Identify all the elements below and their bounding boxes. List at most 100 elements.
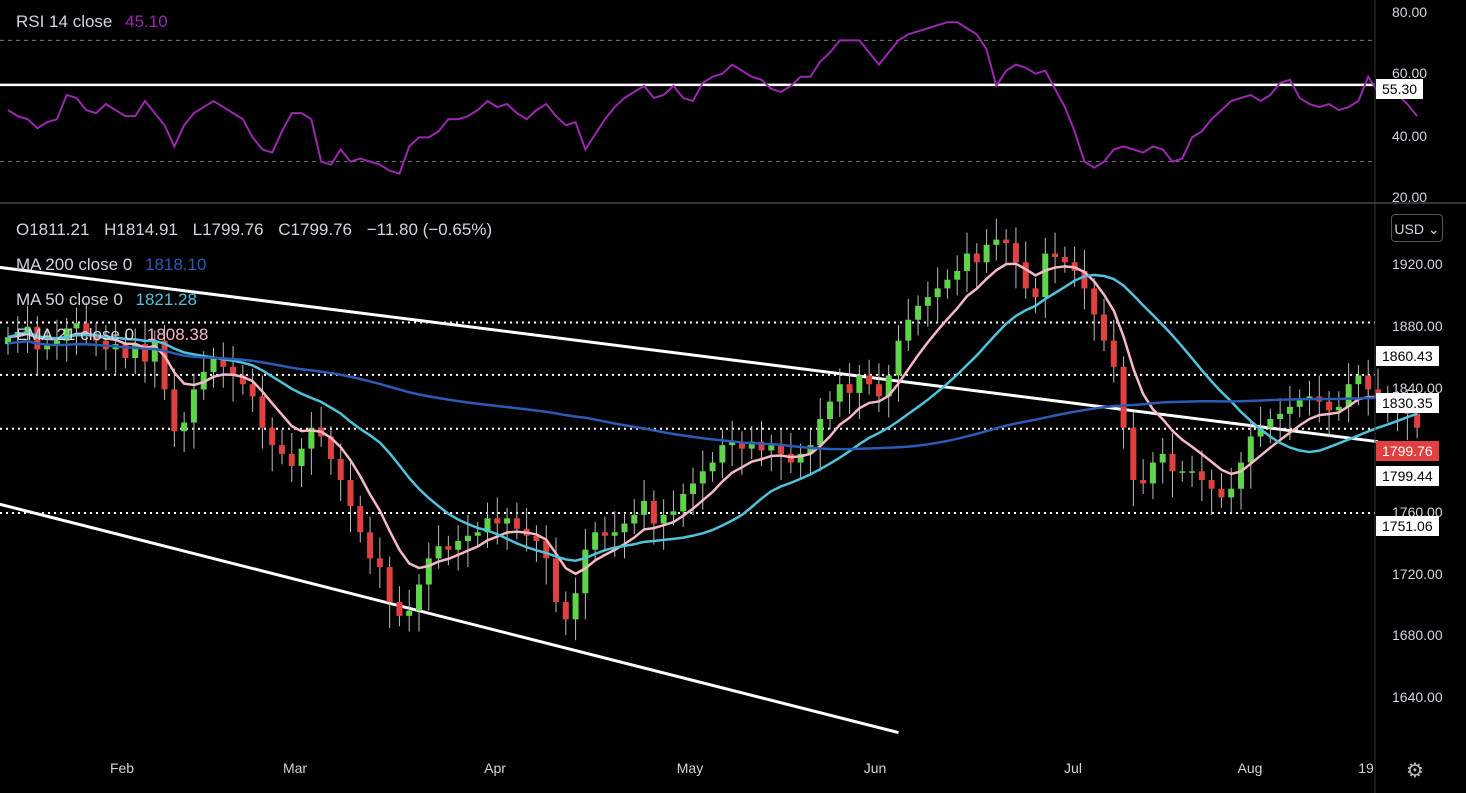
- candle-body: [484, 518, 491, 533]
- candle-body: [1130, 427, 1137, 480]
- x-tick: Jul: [1064, 760, 1082, 776]
- candle-body: [171, 389, 178, 432]
- candle-body: [1375, 389, 1381, 397]
- candle-body: [699, 471, 706, 484]
- candle-body: [474, 532, 481, 536]
- candle-body: [210, 358, 217, 372]
- candle-body: [611, 532, 618, 536]
- candle-body: [1335, 406, 1342, 411]
- candle-body: [670, 511, 677, 515]
- candle-body: [1247, 436, 1254, 463]
- candle-body: [406, 610, 413, 616]
- candle-body: [846, 384, 853, 393]
- candle-body: [1022, 262, 1029, 289]
- price-tag-1751: 1751.06: [1376, 516, 1439, 536]
- candle-body: [1414, 413, 1421, 428]
- candle-body: [885, 375, 892, 397]
- candle-body: [53, 340, 60, 345]
- price-tick: 1640.00: [1392, 689, 1443, 705]
- price-tick: 1720.00: [1392, 566, 1443, 582]
- candle-body: [1189, 471, 1196, 473]
- legend-ma50-value: 1821.28: [135, 290, 197, 309]
- candle-body: [1238, 462, 1244, 489]
- price-tick: 1680.00: [1392, 627, 1443, 643]
- legend-ma200-label: MA 200 close 0: [16, 255, 133, 274]
- candle-body: [1032, 288, 1039, 298]
- candle-body: [279, 445, 285, 454]
- ohlc-close: C1799.76: [278, 220, 352, 239]
- candle-body: [729, 441, 736, 446]
- candle-body: [1277, 413, 1284, 420]
- candle-body: [1061, 257, 1068, 263]
- candle-body: [386, 567, 393, 602]
- candle-body: [1042, 253, 1049, 298]
- candle-body: [797, 453, 804, 463]
- trendline: [0, 265, 1379, 444]
- candle-body: [650, 500, 657, 524]
- candle-body: [866, 375, 873, 385]
- candle-body: [827, 401, 833, 420]
- candle-body: [1169, 453, 1176, 472]
- candle-body: [1365, 375, 1372, 390]
- candle-body: [768, 445, 775, 451]
- x-tick: Mar: [282, 760, 308, 776]
- candle-body: [875, 384, 882, 397]
- currency-selector[interactable]: USD ⌄: [1391, 214, 1443, 242]
- candle-body: [983, 244, 990, 263]
- ohlc-high: H1814.91: [104, 220, 178, 239]
- legend-ma50-label: MA 50 close 0: [16, 290, 123, 309]
- candle-body: [337, 459, 344, 480]
- price-tick: 1920.00: [1392, 256, 1443, 272]
- candle-body: [416, 584, 422, 611]
- candle-body: [895, 340, 902, 376]
- candle-body: [396, 601, 403, 616]
- candle-body: [376, 558, 383, 568]
- candle-body: [220, 358, 227, 367]
- candle-body: [993, 239, 1000, 245]
- candle-body: [807, 445, 814, 454]
- candle-body: [1091, 288, 1098, 315]
- candle-body: [562, 601, 569, 620]
- legend-ma200[interactable]: MA 200 close 0 1818.10: [16, 255, 206, 275]
- rsi-title: RSI 14 close: [16, 12, 113, 31]
- candle-body: [259, 396, 266, 428]
- candle-body: [298, 448, 305, 467]
- candle-body: [709, 462, 716, 472]
- gear-icon[interactable]: ⚙: [1406, 760, 1424, 782]
- candle-body: [758, 441, 765, 451]
- legend-ma200-value: 1818.10: [144, 255, 207, 274]
- candle-body: [73, 323, 80, 329]
- trendline: [0, 502, 899, 735]
- candle-body: [1140, 480, 1147, 484]
- candle-body: [944, 279, 951, 289]
- candle-body: [230, 366, 237, 376]
- legend-ema21[interactable]: EMA 21 close 0 1808.38: [16, 325, 208, 345]
- rsi-tick: 60.00: [1392, 65, 1428, 81]
- ohlc-change: −11.80 (−0.65%): [366, 220, 493, 239]
- candle-body: [513, 518, 520, 529]
- rsi-line: [7, 21, 1418, 175]
- candle-body: [1003, 239, 1010, 244]
- candle-body: [621, 523, 628, 533]
- candle-body: [494, 518, 501, 524]
- chevron-down-icon: ⌄: [1427, 221, 1440, 237]
- candle-body: [464, 535, 471, 541]
- candle-body: [915, 305, 922, 320]
- candle-body: [572, 593, 579, 620]
- candle-body: [83, 323, 90, 334]
- candle-body: [641, 500, 648, 515]
- candle-body: [1149, 462, 1156, 484]
- rsi-tick: 20.00: [1392, 189, 1428, 205]
- candle-body: [1120, 366, 1127, 428]
- candle-body: [719, 445, 726, 463]
- candle-body: [1286, 406, 1293, 414]
- candle-body: [1179, 471, 1186, 473]
- rsi-level-tag: 55.30: [1376, 79, 1424, 99]
- ema21-line: [7, 262, 1418, 576]
- candle-body: [1355, 375, 1362, 385]
- candle-body: [601, 532, 608, 536]
- candle-body: [836, 384, 843, 402]
- candle-body: [445, 546, 452, 550]
- legend-ma50[interactable]: MA 50 close 0 1821.28: [16, 290, 197, 310]
